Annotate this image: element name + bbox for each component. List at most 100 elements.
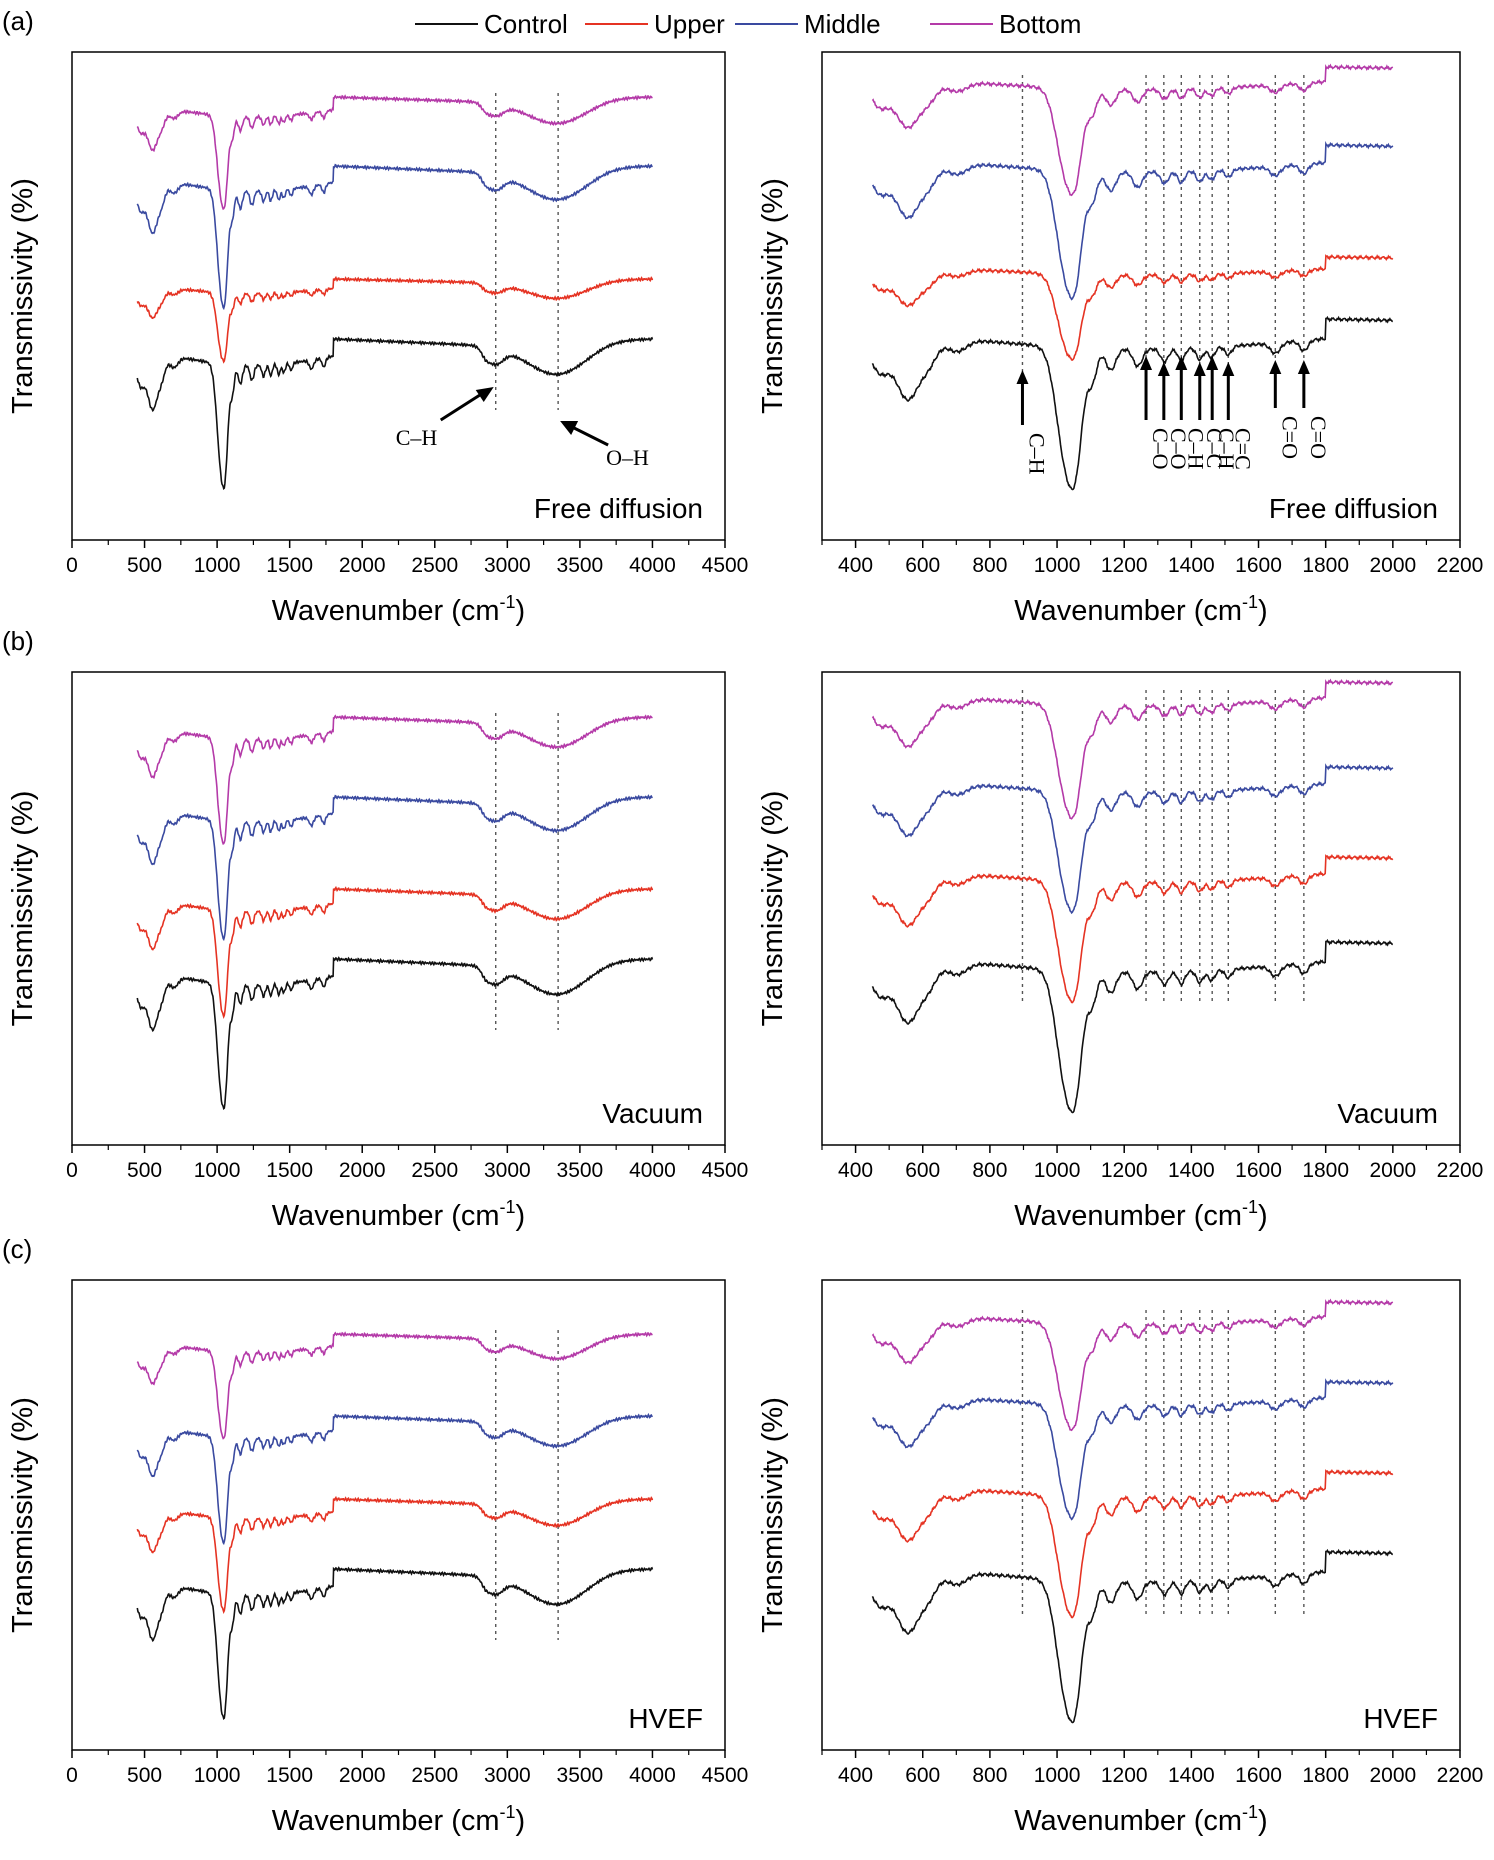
x-tick-label: 2000: [339, 554, 386, 577]
arrowhead: [1175, 356, 1188, 370]
x-tick-label: 1800: [1302, 554, 1349, 577]
x-axis-title: Wavenumber (cm-1): [272, 1802, 525, 1837]
arrowhead: [1222, 362, 1235, 376]
y-axis-title: Transmissivity (%): [7, 1397, 39, 1633]
arrowhead: [560, 421, 579, 435]
panel-label-b: (b): [2, 626, 34, 656]
legend: Control Upper Middle Bottom: [415, 9, 1081, 39]
arrowhead: [1193, 362, 1206, 376]
x-tick-label: 1500: [266, 1159, 313, 1182]
series-line-bottom: [136, 1331, 653, 1440]
x-tick-label: 2200: [1437, 554, 1484, 577]
x-tick-label: 2000: [1369, 554, 1416, 577]
series-line-upper: [136, 275, 654, 364]
legend-label-control: Control: [484, 9, 568, 39]
x-tick-label: 600: [905, 1159, 940, 1182]
plot-frame: [71, 671, 726, 1146]
condition-label: Free diffusion: [534, 493, 703, 524]
x-tick-label: 1000: [1034, 554, 1081, 577]
x-tick-label: 3000: [484, 1159, 531, 1182]
series-line-middle: [871, 1378, 1394, 1521]
arrowhead: [1297, 360, 1310, 374]
y-axis-title: Transmissivity (%): [7, 791, 39, 1027]
annotation-label: C=O: [1277, 416, 1302, 459]
x-tick-label: 2000: [339, 1764, 386, 1787]
series-line-bottom: [136, 94, 653, 211]
x-tick-label: 3500: [557, 1159, 604, 1182]
series-line-middle: [871, 763, 1394, 915]
annotation-label: C–C: [1202, 428, 1227, 468]
annotation-label: C–H: [1024, 433, 1049, 475]
x-tick-label: 1600: [1235, 554, 1282, 577]
x-tick-label: 3500: [557, 554, 604, 577]
x-tick-label: 1400: [1168, 554, 1215, 577]
series-line-middle: [872, 140, 1394, 301]
x-tick-label: 2500: [411, 554, 458, 577]
x-axis-title: Wavenumber (cm-1): [1014, 592, 1267, 627]
x-tick-label: 800: [972, 1764, 1007, 1787]
series-line-upper: [872, 254, 1394, 361]
series-line-control: [136, 956, 654, 1111]
condition-label: HVEF: [628, 1703, 703, 1734]
panel-label-a: (a): [2, 6, 34, 36]
condition-label: Free diffusion: [1269, 493, 1438, 524]
y-axis-title: Transmissivity (%): [757, 1397, 789, 1633]
chart-c-full: 0 500 1000 1500 2000 2500 3000 3500 4000 4500 Wave…: [7, 1279, 749, 1837]
condition-label: Vacuum: [1337, 1098, 1438, 1129]
series-line-control: [136, 1566, 654, 1721]
x-tick-label: 2200: [1437, 1159, 1484, 1182]
series-line-upper: [872, 1469, 1394, 1619]
x-tick-label: 500: [127, 1764, 162, 1787]
x-tick-label: 3000: [484, 1764, 531, 1787]
annotation-label: C–H: [396, 425, 438, 450]
chart-b-full: 0 500 1000 1500 2000 2500 3000 3500 4000 4500 Wave…: [7, 671, 749, 1232]
annotation-label: C–H: [1183, 428, 1208, 470]
series-line-middle: [136, 794, 653, 942]
panel-label-c: (c): [2, 1234, 32, 1264]
plot-frame: [821, 1279, 1461, 1751]
series-line-control: [136, 336, 654, 491]
series-line-middle: [136, 1412, 654, 1546]
x-tick-label: 1000: [194, 1764, 241, 1787]
x-tick-label: 4500: [702, 554, 749, 577]
condition-label: Vacuum: [602, 1098, 703, 1129]
x-tick-label: 0: [66, 1159, 78, 1182]
x-tick-label: 400: [838, 554, 873, 577]
x-tick-label: 400: [838, 1159, 873, 1182]
y-axis-title: Transmissivity (%): [7, 178, 39, 414]
x-tick-label: 4500: [702, 1764, 749, 1787]
x-axis-title: Wavenumber (cm-1): [272, 592, 525, 627]
series-line-upper: [136, 885, 654, 1020]
x-tick-label: 800: [972, 554, 1007, 577]
x-tick-label: 4500: [702, 1159, 749, 1182]
legend-label-middle: Middle: [804, 9, 881, 39]
x-tick-label: 4000: [629, 554, 676, 577]
y-axis-title: Transmissivity (%): [757, 178, 789, 414]
plot-frame: [71, 1279, 726, 1751]
series-line-bottom: [871, 678, 1394, 820]
arrowhead: [1157, 362, 1170, 376]
x-tick-label: 1000: [1034, 1764, 1081, 1787]
x-tick-label: 3000: [484, 554, 531, 577]
series-line-bottom: [871, 1298, 1394, 1432]
arrowhead: [1140, 356, 1153, 370]
arrowhead: [1269, 360, 1282, 374]
condition-label: HVEF: [1363, 1703, 1438, 1734]
series-line-bottom: [136, 714, 653, 845]
x-tick-label: 1200: [1101, 1159, 1148, 1182]
x-tick-label: 1200: [1101, 554, 1148, 577]
y-axis-title: Transmissivity (%): [757, 791, 789, 1027]
x-tick-label: 1000: [194, 554, 241, 577]
annotation-label: C–H: [1214, 428, 1239, 470]
x-tick-label: 1500: [266, 554, 313, 577]
x-tick-label: 500: [127, 1159, 162, 1182]
chart-a-zoom: 400 600 800 1000 1200 1400 1600 1800 2000 2200 Wav…: [757, 51, 1484, 627]
x-tick-label: 2500: [411, 1159, 458, 1182]
legend-label-upper: Upper: [654, 9, 725, 39]
x-tick-label: 1400: [1168, 1159, 1215, 1182]
x-tick-label: 2000: [339, 1159, 386, 1182]
series-line-control: [871, 1548, 1394, 1724]
chart-c-zoom: 400 600 800 1000 1200 1400 1600 1800 2000 2200 Wav…: [757, 1279, 1483, 1837]
x-tick-label: 1600: [1235, 1159, 1282, 1182]
series-line-upper: [136, 1495, 654, 1614]
